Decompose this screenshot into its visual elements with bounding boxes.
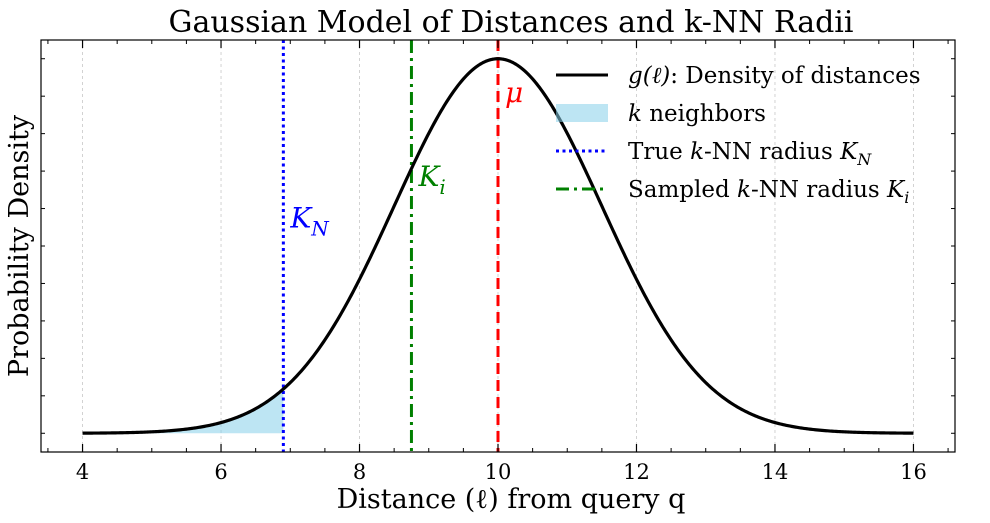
x-tick-label: 4 (76, 460, 89, 484)
x-axis-label: Distance (ℓ) from query q (337, 484, 686, 515)
legend-entry-label: g(ℓ): Density of distances (628, 63, 921, 89)
x-tick-label: 12 (623, 460, 650, 484)
y-axis-label: Probability Density (4, 114, 35, 377)
annotation-k-n: KN (289, 201, 330, 240)
x-tick-label: 14 (762, 460, 789, 484)
legend: g(ℓ): Density of distances k neighbors Tru… (556, 63, 921, 207)
x-tick-label: 16 (900, 460, 927, 484)
legend-entry-label: True k-NN radius KN (628, 139, 872, 169)
legend-entry-label: k neighbors (628, 101, 766, 127)
x-tick-label: 6 (214, 460, 227, 484)
k-neighbors-shaded-region (82, 389, 284, 434)
legend-entry-label: Sampled k-NN radius Ki (628, 177, 909, 207)
annotation-k-i: Ki (417, 160, 445, 199)
x-tick-label: 8 (353, 460, 366, 484)
axes-frame (40, 39, 956, 453)
chart-title: Gaussian Model of Distances and k-NN Rad… (169, 5, 854, 40)
legend-swatch-k-neighbors (556, 104, 608, 122)
x-tick-label: 10 (485, 460, 512, 484)
density-curve-line (82, 57, 914, 435)
annotation-mu: μ (505, 76, 523, 109)
